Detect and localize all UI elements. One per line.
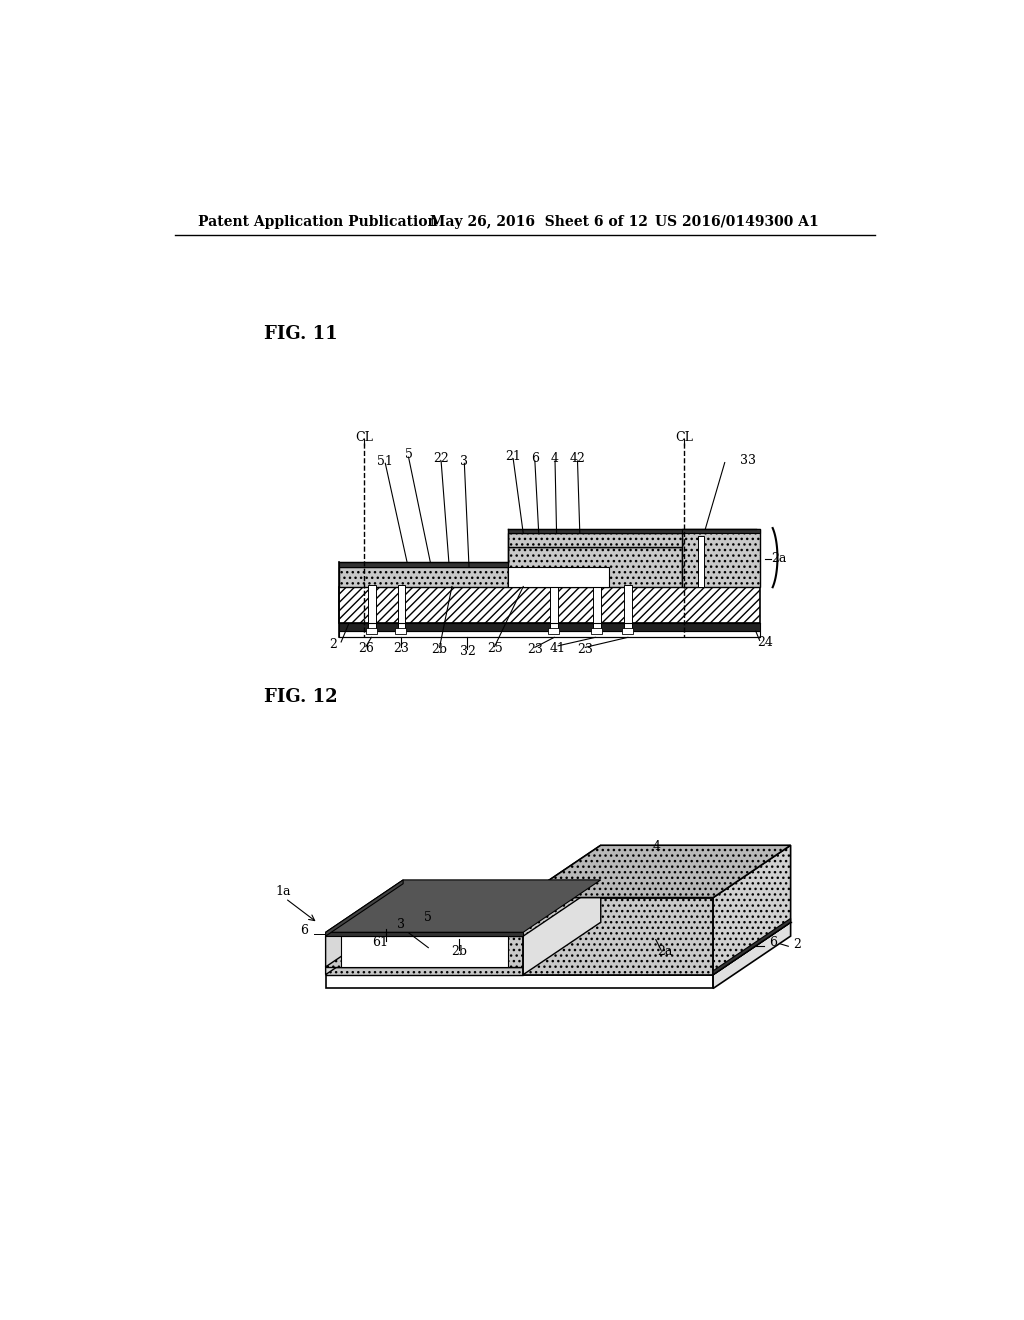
Bar (682, 529, 760, 586)
Text: CL: CL (355, 430, 374, 444)
Text: US 2016/0149300 A1: US 2016/0149300 A1 (655, 215, 819, 228)
Polygon shape (326, 915, 403, 974)
Text: 4: 4 (551, 453, 559, 465)
Polygon shape (326, 966, 523, 974)
Polygon shape (326, 974, 713, 989)
Text: 2a: 2a (657, 945, 673, 958)
Bar (593, 585, 601, 631)
Text: 23: 23 (578, 643, 593, 656)
Text: 23: 23 (393, 643, 409, 656)
Bar (508, 548, 682, 586)
Text: 23: 23 (527, 643, 543, 656)
Text: 2b: 2b (431, 643, 447, 656)
Text: 2b: 2b (451, 945, 467, 958)
Text: 3: 3 (461, 454, 468, 467)
Bar (369, 585, 376, 631)
Polygon shape (523, 898, 713, 974)
Bar (339, 631, 760, 638)
Text: 5: 5 (424, 912, 432, 924)
Polygon shape (713, 923, 791, 989)
Text: 2: 2 (330, 638, 337, 651)
Text: 3: 3 (397, 919, 406, 932)
Polygon shape (326, 880, 403, 936)
Bar (395, 628, 407, 635)
Text: 32: 32 (460, 644, 475, 657)
Text: 22: 22 (433, 453, 449, 465)
Polygon shape (326, 932, 523, 936)
Polygon shape (326, 936, 523, 966)
Text: 26: 26 (358, 643, 374, 656)
Text: 6: 6 (301, 924, 308, 937)
Polygon shape (713, 919, 791, 974)
Bar (550, 585, 558, 631)
Text: FIG. 11: FIG. 11 (263, 325, 337, 343)
Bar (508, 566, 608, 586)
Bar (397, 585, 406, 631)
Text: 2a: 2a (771, 552, 786, 565)
Text: 51: 51 (378, 454, 393, 467)
Polygon shape (713, 845, 791, 974)
Text: 21: 21 (505, 450, 521, 463)
Text: 2: 2 (793, 937, 801, 950)
Bar (622, 628, 633, 635)
Bar (339, 566, 508, 586)
Text: May 26, 2016  Sheet 6 of 12: May 26, 2016 Sheet 6 of 12 (430, 215, 648, 228)
Bar (548, 628, 559, 635)
Text: 61: 61 (372, 936, 388, 949)
Polygon shape (326, 915, 601, 966)
Bar (508, 533, 682, 548)
Bar (591, 628, 601, 635)
Polygon shape (326, 884, 601, 936)
Text: 6: 6 (769, 936, 777, 949)
Text: 1a: 1a (275, 886, 291, 899)
Bar (682, 529, 760, 533)
Polygon shape (326, 884, 403, 966)
Text: 5: 5 (404, 449, 413, 462)
Polygon shape (326, 923, 791, 974)
Bar (339, 623, 760, 631)
Polygon shape (341, 936, 508, 966)
Bar (339, 586, 760, 623)
Text: Patent Application Publication: Patent Application Publication (198, 215, 437, 228)
Text: 33: 33 (740, 454, 756, 467)
Bar (339, 562, 508, 566)
Bar (366, 628, 377, 635)
Text: CL: CL (676, 430, 693, 444)
Polygon shape (326, 880, 601, 932)
Text: 42: 42 (569, 453, 586, 465)
Text: 41: 41 (550, 642, 566, 655)
Bar (624, 585, 632, 631)
Text: FIG. 12: FIG. 12 (263, 689, 337, 706)
Polygon shape (523, 845, 601, 974)
Text: 6: 6 (530, 453, 539, 465)
Text: 4: 4 (653, 840, 660, 853)
Text: 25: 25 (486, 643, 503, 656)
Bar (697, 536, 703, 586)
Bar (508, 529, 682, 533)
Polygon shape (523, 845, 791, 898)
Text: 24: 24 (757, 636, 773, 649)
